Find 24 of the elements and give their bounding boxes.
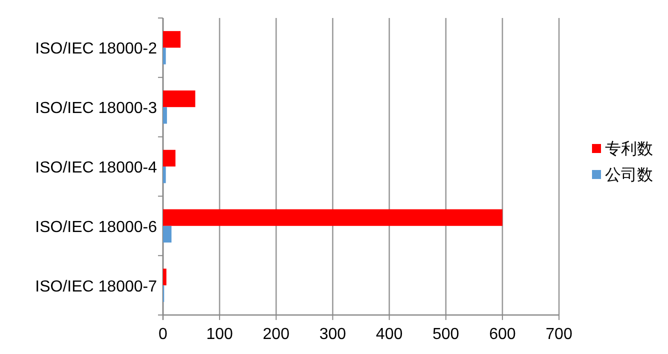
y-tick-label: ISO/IEC 18000-3 <box>35 100 158 118</box>
bar <box>163 166 166 184</box>
bar <box>163 48 166 64</box>
y-tick-label: ISO/IEC 18000-6 <box>35 218 158 236</box>
bar <box>163 31 181 48</box>
y-tick-label: ISO/IEC 18000-4 <box>35 160 158 176</box>
x-tick-label: 300 <box>319 326 346 343</box>
bar <box>163 150 176 166</box>
x-tick-label: 400 <box>376 326 403 343</box>
x-tick-label: 700 <box>546 326 572 343</box>
bar <box>163 209 502 226</box>
bar <box>163 268 166 286</box>
bar <box>163 90 196 108</box>
bar <box>163 226 172 243</box>
y-tick-label: ISO/IEC 18000-2 <box>35 40 158 58</box>
x-tick-label: 100 <box>206 326 234 343</box>
bar <box>163 107 167 124</box>
x-tick-label: 0 <box>158 326 168 343</box>
x-tick-label: 200 <box>262 326 290 343</box>
y-tick-label: ISO/IEC 18000-7 <box>35 278 158 296</box>
x-tick-label: 500 <box>432 326 460 343</box>
legend-label: 专利数 <box>605 140 653 158</box>
x-tick-label: 600 <box>489 326 516 343</box>
legend-label: 公司数 <box>605 167 653 184</box>
